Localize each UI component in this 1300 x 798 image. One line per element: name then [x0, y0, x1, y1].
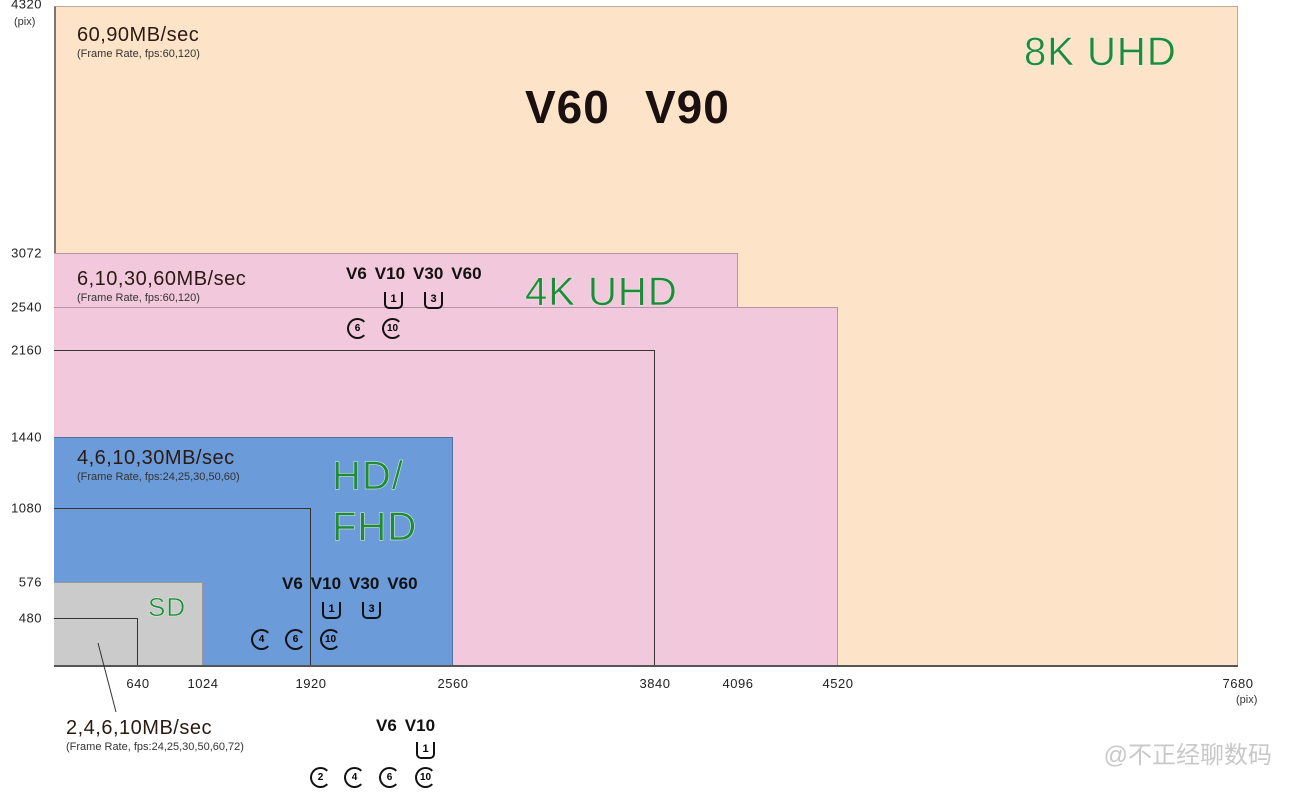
speed-class-icon: 4 — [251, 629, 272, 650]
x-tick-label: 3840 — [639, 676, 671, 691]
x-tick-label: 640 — [126, 676, 150, 691]
v-class: V6 — [346, 264, 367, 283]
x-tick-label: 7680 — [1222, 676, 1254, 691]
region-vga-outline — [54, 618, 138, 665]
sd-frame-rate: (Frame Rate, fps:24,25,30,50,60,72) — [66, 741, 244, 753]
uhs-class-icon: 3 — [424, 292, 443, 309]
x-tick-label: 4520 — [822, 676, 854, 691]
8k-frame-rate: (Frame Rate, fps:60,120) — [77, 48, 200, 60]
hd-video-speed-classes: V6 V10 V30 V60 — [282, 574, 426, 594]
4k-speed: 6,10,30,60MB/sec — [77, 268, 247, 290]
speed-class-icon: 10 — [320, 629, 341, 650]
watermark: @不正经聊数码 — [1103, 742, 1272, 769]
speed-class-icon: 6 — [285, 629, 306, 650]
v-class: V10 — [310, 574, 342, 593]
v-class: V6 — [282, 574, 303, 593]
speed-class-icon: 2 — [310, 767, 331, 788]
v-class: V60 — [451, 264, 482, 283]
x-tick-label: 1920 — [295, 676, 327, 691]
hd-label: HD/ — [332, 454, 404, 499]
v60-mark: V60 — [525, 81, 610, 133]
uhs-class-icon: 3 — [362, 602, 381, 619]
x-unit: (pix) — [1236, 694, 1258, 706]
y-tick-label: 480 — [18, 610, 42, 626]
y-tick-label: 1440 — [11, 429, 42, 445]
x-tick-label: 1024 — [187, 676, 219, 691]
v-class: V60 — [387, 574, 418, 593]
y-unit: (pix) — [14, 16, 36, 28]
v-class: V10 — [374, 264, 406, 283]
region-uhd-outline — [54, 350, 655, 665]
v-class: V6 — [376, 716, 397, 735]
hd-frame-rate: (Frame Rate, fps:24,25,30,50,60) — [77, 471, 240, 483]
region-fhd-outline — [54, 508, 311, 665]
x-axis-line — [54, 665, 1238, 667]
y-tick-label: 1080 — [11, 500, 42, 516]
uhs-class-icon: 1 — [384, 292, 403, 309]
sd-video-speed-classes: V6 V10 — [376, 716, 443, 736]
speed-class-icon: 4 — [344, 767, 365, 788]
y-tick-label: 576 — [18, 574, 42, 590]
sd-label: SD — [148, 592, 187, 623]
uhs-class-icon: 1 — [416, 742, 435, 759]
speed-class-icon: 10 — [415, 767, 436, 788]
4k-uhd-label: 4K UHD — [525, 270, 678, 315]
v-class: V10 — [404, 716, 436, 735]
fhd-label: FHD — [332, 505, 418, 550]
speed-class-icon: 10 — [382, 318, 403, 339]
y-tick-label: 2160 — [11, 342, 42, 358]
y-tick-label: 3072 — [11, 245, 42, 261]
hd-speed: 4,6,10,30MB/sec — [77, 447, 235, 469]
v90-mark: V90 — [645, 81, 730, 133]
x-tick-label: 4096 — [722, 676, 754, 691]
4k-video-speed-classes: V6 V10 V30 V60 — [346, 264, 490, 284]
v-class: V30 — [349, 574, 380, 593]
v-class: V30 — [413, 264, 444, 283]
8k-speed: 60,90MB/sec — [77, 24, 200, 46]
sd-speed: 2,4,6,10MB/sec — [66, 717, 212, 739]
y-tick-label: 2540 — [11, 299, 42, 315]
8k-uhd-label: 8K UHD — [1024, 30, 1177, 75]
4k-frame-rate: (Frame Rate, fps:60,120) — [77, 292, 200, 304]
uhs-class-icon: 1 — [322, 602, 341, 619]
x-tick-label: 2560 — [437, 676, 469, 691]
region-sd — [54, 582, 203, 665]
speed-class-icon: 6 — [347, 318, 368, 339]
y-tick-label: 4320 — [11, 0, 42, 12]
speed-class-icon: 6 — [379, 767, 400, 788]
